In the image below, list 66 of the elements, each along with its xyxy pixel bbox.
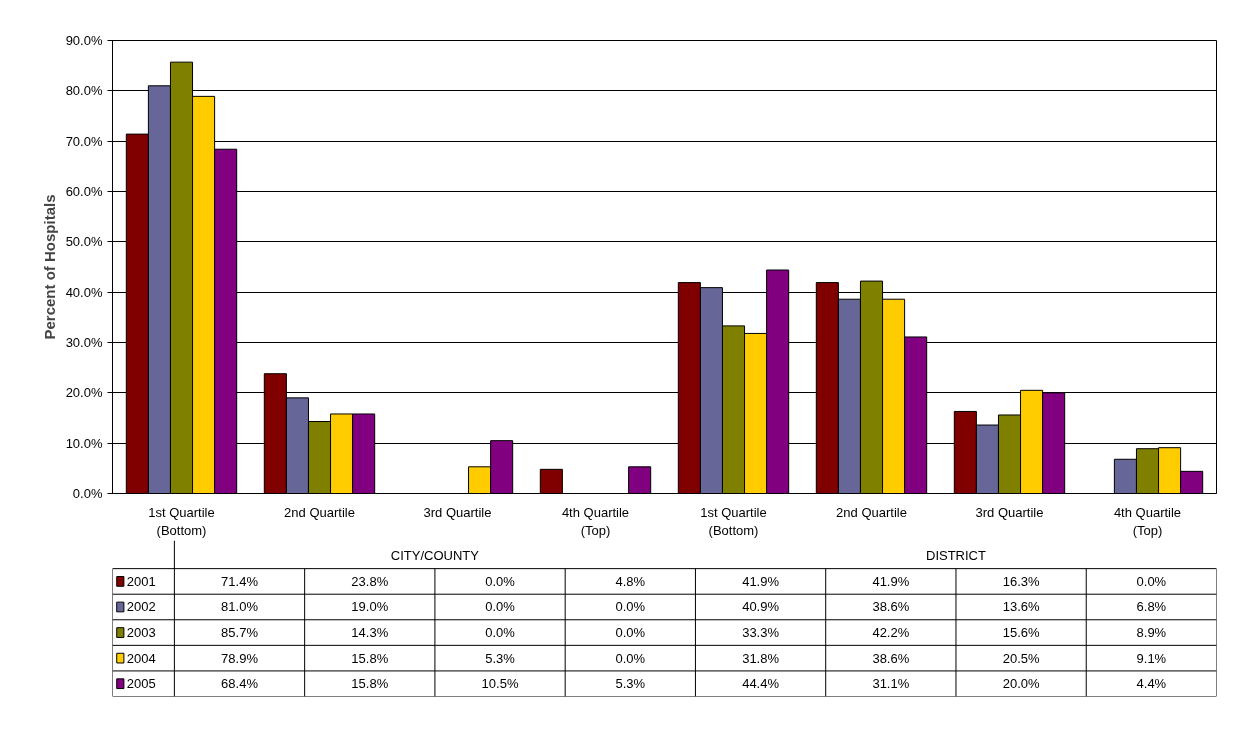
- data-label: 13.6%: [1002, 599, 1040, 615]
- legend-label: 2005: [126, 676, 156, 692]
- data-label: 85.7%: [221, 625, 259, 641]
- data-label: 0.0%: [485, 599, 516, 615]
- data-label: 71.4%: [221, 573, 259, 589]
- x-tick-label: 1st Quartile (Bottom): [700, 504, 767, 538]
- data-label: 4.8%: [615, 573, 646, 589]
- data-label: 78.9%: [221, 650, 259, 666]
- data-label: 41.9%: [872, 573, 910, 589]
- y-tick-label: 90.0%: [65, 33, 103, 48]
- data-label: 68.4%: [221, 676, 259, 692]
- data-label: 38.6%: [872, 650, 910, 666]
- data-label: 9.1%: [1136, 650, 1167, 666]
- y-tick-label: 30.0%: [65, 335, 103, 350]
- data-label: 0.0%: [615, 650, 646, 666]
- x-tick-label: 3rd Quartile: [975, 504, 1044, 520]
- data-label: 15.6%: [1002, 625, 1040, 641]
- data-label: 31.8%: [742, 650, 780, 666]
- data-label: 16.3%: [1002, 573, 1040, 589]
- data-label: 10.5%: [481, 676, 519, 692]
- y-axis-title: Percent of Hospitals: [40, 194, 58, 340]
- data-label: 40.9%: [742, 599, 780, 615]
- data-label: 15.8%: [351, 650, 389, 666]
- data-label: 8.9%: [1136, 625, 1167, 641]
- data-label: 44.4%: [742, 676, 780, 692]
- data-label: 4.4%: [1136, 676, 1167, 692]
- legend-label: 2001: [126, 573, 156, 589]
- data-label: 0.0%: [485, 625, 516, 641]
- legend-label: 2004: [126, 650, 156, 666]
- data-label: 81.0%: [221, 599, 259, 615]
- x-tick-label: 2nd Quartile: [836, 504, 907, 520]
- data-label: 20.5%: [1002, 650, 1040, 666]
- data-label: 0.0%: [485, 573, 516, 589]
- x-tick-label: 2nd Quartile: [284, 504, 355, 520]
- y-tick-label: 50.0%: [65, 234, 103, 250]
- data-label: 20.0%: [1002, 676, 1040, 692]
- data-label: 38.6%: [872, 599, 910, 615]
- data-label: 42.2%: [872, 625, 910, 641]
- x-tick-label: 4th Quartile (Top): [561, 504, 630, 538]
- data-label: 6.8%: [1136, 599, 1167, 615]
- data-label: 5.3%: [615, 676, 646, 692]
- data-label: 0.0%: [615, 625, 646, 641]
- y-tick-label: 0.0%: [72, 486, 103, 501]
- y-tick-label: 20.0%: [65, 385, 103, 401]
- y-tick-label: 60.0%: [65, 184, 103, 199]
- y-tick-label: 10.0%: [65, 435, 103, 451]
- data-label: 23.8%: [351, 573, 389, 589]
- x-tick-label: 1st Quartile (Bottom): [148, 504, 215, 538]
- data-label: 41.9%: [742, 573, 780, 589]
- data-label: 33.3%: [742, 625, 780, 641]
- x-tick-label: 4th Quartile (Top): [1113, 504, 1182, 538]
- data-label: 14.3%: [351, 625, 389, 641]
- data-label: 15.8%: [351, 676, 389, 692]
- y-tick-label: 40.0%: [65, 284, 103, 300]
- data-label: 31.1%: [872, 676, 910, 692]
- y-tick-label: 70.0%: [65, 133, 103, 149]
- data-label: 5.3%: [485, 650, 516, 666]
- text: DISTRICT: [926, 548, 986, 564]
- legend-label: 2002: [126, 599, 156, 615]
- data-label: 19.0%: [351, 599, 389, 615]
- legend-label: 2003: [126, 625, 156, 641]
- y-tick-label: 80.0%: [65, 83, 103, 99]
- data-label: 0.0%: [1136, 573, 1167, 589]
- data-label: 0.0%: [615, 599, 646, 615]
- text: CITY/COUNTY: [390, 548, 480, 564]
- x-tick-label: 3rd Quartile: [423, 504, 492, 520]
